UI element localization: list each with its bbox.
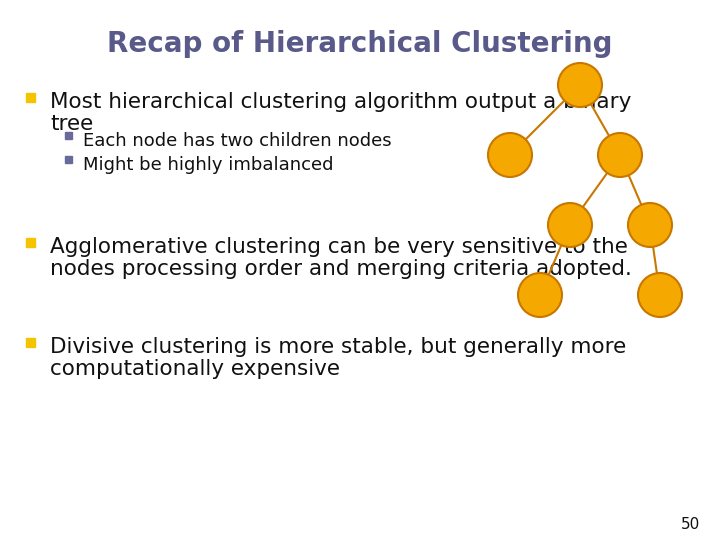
Text: computationally expensive: computationally expensive [50, 359, 340, 379]
Circle shape [638, 273, 682, 317]
Text: Recap of Hierarchical Clustering: Recap of Hierarchical Clustering [107, 30, 613, 58]
Text: 50: 50 [680, 517, 700, 532]
Text: Each node has two children nodes: Each node has two children nodes [83, 132, 392, 150]
Text: Might be highly imbalanced: Might be highly imbalanced [83, 156, 333, 174]
Text: nodes processing order and merging criteria adopted.: nodes processing order and merging crite… [50, 259, 632, 279]
Circle shape [598, 133, 642, 177]
Text: Most hierarchical clustering algorithm output a binary: Most hierarchical clustering algorithm o… [50, 92, 631, 112]
Circle shape [548, 203, 592, 247]
FancyBboxPatch shape [25, 238, 35, 246]
Circle shape [628, 203, 672, 247]
FancyBboxPatch shape [25, 338, 35, 347]
Circle shape [488, 133, 532, 177]
FancyBboxPatch shape [65, 132, 71, 138]
FancyBboxPatch shape [25, 92, 35, 102]
Text: tree: tree [50, 114, 94, 134]
Circle shape [558, 63, 602, 107]
Text: Divisive clustering is more stable, but generally more: Divisive clustering is more stable, but … [50, 337, 626, 357]
Text: Agglomerative clustering can be very sensitive to the: Agglomerative clustering can be very sen… [50, 237, 628, 257]
FancyBboxPatch shape [65, 156, 71, 163]
Circle shape [518, 273, 562, 317]
